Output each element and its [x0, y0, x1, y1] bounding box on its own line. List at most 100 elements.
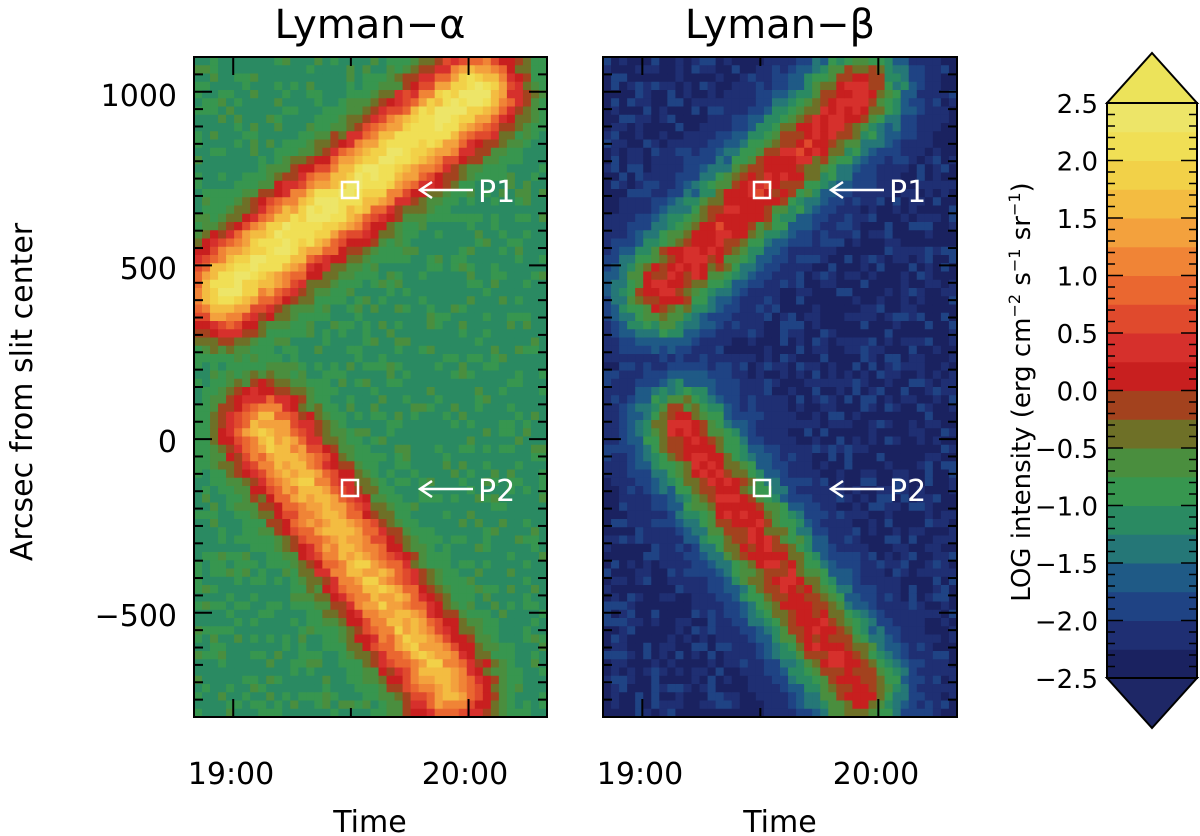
heatmap-cell — [234, 123, 243, 132]
heatmap-cell — [522, 288, 532, 297]
heatmap-cell — [322, 172, 331, 182]
heatmap-cell — [298, 164, 307, 174]
heatmap-cell — [362, 296, 372, 306]
heatmap-cell — [683, 601, 693, 611]
heatmap-cell — [466, 106, 476, 116]
heatmap-cell — [274, 634, 283, 644]
heatmap-cell — [250, 667, 259, 677]
heatmap-cell — [707, 403, 717, 413]
heatmap-cell — [354, 552, 364, 561]
heatmap-cell — [611, 436, 620, 446]
heatmap-cell — [603, 601, 612, 611]
heatmap-cell — [370, 370, 380, 380]
heatmap-cell — [386, 370, 396, 380]
heatmap-cell — [450, 420, 460, 429]
heatmap-cell — [723, 395, 733, 405]
heatmap-cell — [386, 642, 396, 652]
heatmap-cell — [450, 461, 460, 471]
heatmap-cell — [538, 81, 548, 91]
heatmap-cell — [530, 700, 540, 710]
heatmap-cell — [715, 453, 725, 462]
heatmap-cell — [306, 420, 315, 429]
heatmap-cell — [202, 700, 211, 710]
heatmap-cell — [418, 593, 428, 603]
heatmap-cell — [362, 502, 372, 512]
heatmap-cell — [346, 403, 356, 413]
heatmap-cell — [482, 395, 492, 405]
heatmap-cell — [234, 329, 243, 339]
heatmap-cell — [667, 255, 677, 264]
heatmap-cell — [715, 263, 725, 273]
heatmap-cell — [202, 329, 211, 339]
heatmap-cell — [210, 65, 219, 75]
heatmap-cell — [506, 279, 516, 289]
heatmap-cell — [322, 329, 331, 339]
heatmap-cell — [386, 486, 396, 495]
heatmap-cell — [538, 362, 548, 372]
heatmap-cell — [322, 81, 331, 91]
heatmap-cell — [675, 222, 685, 231]
heatmap-cell — [386, 444, 396, 454]
heatmap-cell — [434, 296, 444, 306]
heatmap-cell — [651, 156, 660, 165]
heatmap-cell — [450, 486, 460, 495]
heatmap-cell — [394, 180, 404, 190]
heatmap-cell — [378, 552, 388, 561]
heatmap-cell — [234, 543, 243, 553]
heatmap-cell — [538, 57, 548, 66]
heatmap-cell — [667, 345, 677, 355]
heatmap-cell — [194, 560, 203, 570]
heatmap-cell — [194, 321, 203, 330]
heatmap-cell — [426, 436, 436, 446]
heatmap-cell — [434, 420, 444, 429]
heatmap-cell — [386, 271, 396, 281]
marker-box-p2-left — [340, 478, 360, 498]
heatmap-cell — [234, 114, 243, 124]
heatmap-cell — [322, 246, 331, 256]
heatmap-cell — [370, 675, 380, 685]
heatmap-cell — [522, 684, 532, 693]
heatmap-cell — [715, 378, 725, 388]
heatmap-cell — [715, 428, 725, 438]
heatmap-cell — [530, 494, 540, 504]
heatmap-cell — [194, 601, 203, 611]
heatmap-cell — [426, 642, 436, 652]
heatmap-cell — [490, 576, 500, 586]
heatmap-cell — [651, 626, 660, 636]
heatmap-cell — [498, 296, 508, 306]
heatmap-cell — [218, 527, 227, 537]
heatmap-cell — [346, 263, 356, 273]
heatmap-cell — [322, 222, 331, 231]
heatmap-cell — [627, 164, 636, 174]
heatmap-cell — [354, 197, 364, 207]
heatmap-cell — [346, 469, 356, 479]
heatmap-cell — [378, 593, 388, 603]
heatmap-cell — [242, 354, 251, 363]
heatmap-cell — [202, 304, 211, 314]
heatmap-cell — [490, 279, 500, 289]
heatmap-cell — [394, 585, 404, 594]
heatmap-cell — [306, 403, 315, 413]
heatmap-cell — [522, 370, 532, 380]
heatmap-cell — [466, 362, 476, 372]
heatmap-cell — [635, 90, 644, 99]
heatmap-cell — [282, 651, 291, 660]
heatmap-cell — [530, 552, 540, 561]
heatmap-cell — [226, 189, 235, 198]
heatmap-cell — [450, 428, 460, 438]
heatmap-cell — [314, 354, 323, 363]
heatmap-cell — [635, 395, 644, 405]
heatmap-cell — [450, 477, 460, 487]
heatmap-cell — [667, 106, 677, 116]
annotation-p2-left: P2 — [340, 474, 515, 509]
heatmap-cell — [675, 189, 685, 198]
heatmap-cell — [330, 57, 340, 66]
heatmap-cell — [362, 312, 372, 322]
heatmap-cell — [442, 535, 452, 545]
heatmap-cell — [691, 667, 701, 677]
heatmap-cell — [346, 230, 356, 240]
heatmap-cell — [410, 510, 420, 520]
heatmap-cell — [522, 428, 532, 438]
heatmap-cell — [218, 469, 227, 479]
heatmap-cell — [699, 337, 709, 347]
